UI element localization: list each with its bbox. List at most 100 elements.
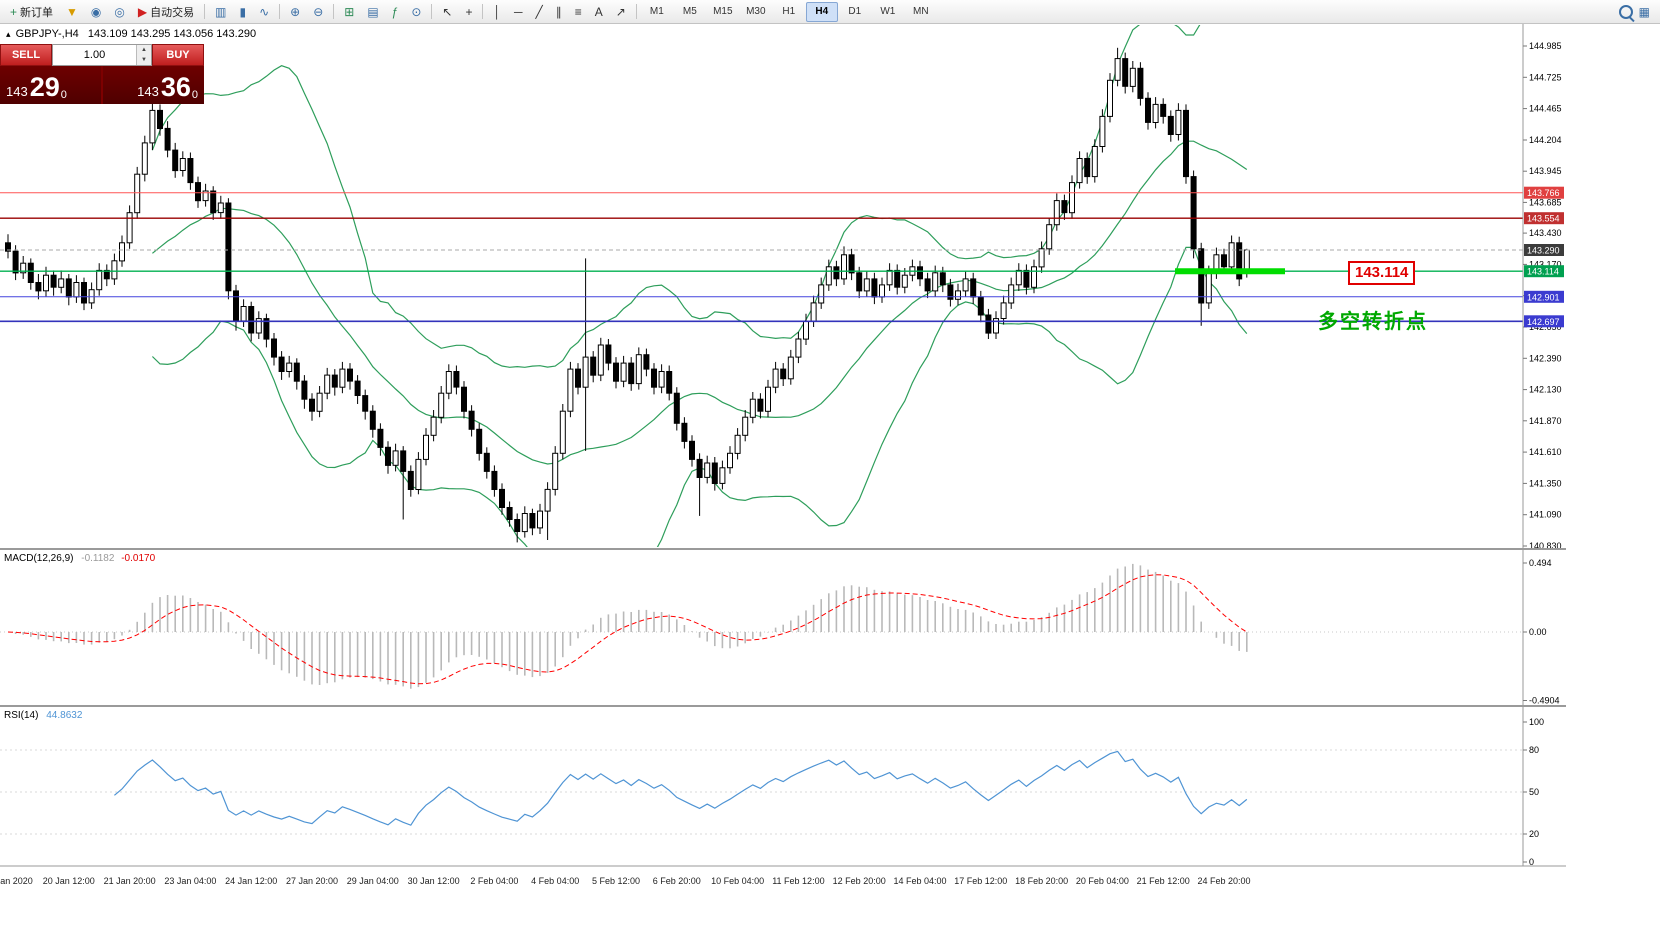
zoom-in-icon[interactable]: ⊕ [284, 1, 306, 23]
trendline-icon[interactable]: ╱ [530, 1, 549, 23]
macd-pane [0, 563, 1523, 689]
timeframe-button-w1[interactable]: W1 [880, 6, 896, 17]
svg-text:144.204: 144.204 [1529, 135, 1562, 145]
price-badge [1524, 315, 1564, 328]
bar-chart-icon: ▥ [215, 4, 227, 19]
price-badge [1524, 265, 1564, 278]
price-axis[interactable]: 144.985 144.725 144.465 144.204 143.945 143.6… [1522, 24, 1567, 866]
arrow-objects-icon: ↗ [615, 4, 626, 19]
volume-input[interactable] [53, 45, 136, 65]
bar-chart-icon[interactable]: ▥ [209, 1, 232, 23]
fibonacci-icon[interactable]: ≡ [569, 1, 588, 23]
arrow-objects-icon[interactable]: ↗ [610, 1, 632, 23]
crosshair-icon: + [465, 4, 473, 19]
svg-text:100: 100 [1529, 717, 1544, 727]
svg-text:142.697: 142.697 [1527, 317, 1560, 327]
file-export-icon: ▼ [66, 4, 78, 19]
timeframe-button-m5[interactable]: M5 [682, 6, 697, 17]
window-list-icon[interactable]: ▤ [361, 1, 384, 23]
svg-text:0: 0 [1529, 857, 1534, 867]
svg-text:143.945: 143.945 [1529, 166, 1562, 176]
price-badge [1524, 186, 1564, 199]
macd-name: MACD(12,26,9) [4, 553, 74, 564]
rsi-line [114, 750, 1248, 826]
text-label-icon: A [594, 4, 603, 19]
tile-windows-icon: ⊞ [344, 4, 355, 19]
timeframe-button-mn[interactable]: MN [913, 6, 929, 17]
timeframe-button-d1[interactable]: D1 [848, 6, 862, 17]
svg-text:142.130: 142.130 [1529, 385, 1562, 395]
window-list-icon: ▤ [367, 4, 379, 19]
sell-button[interactable]: SELL [0, 44, 52, 66]
bid-price[interactable]: 143 29 0 [0, 66, 101, 104]
market-watch-icon[interactable]: ◉ [85, 1, 107, 23]
svg-text:24 Feb 20:00: 24 Feb 20:00 [1197, 876, 1250, 886]
macd-main-value: -0.1182 [81, 553, 115, 564]
svg-text:11 Feb 12:00: 11 Feb 12:00 [772, 876, 824, 886]
timeframe-button-group: M1 M5 M15 M30 H1 H4 D1 W1 MN [641, 1, 937, 22]
price-badge [1524, 290, 1564, 303]
svg-text:30 Jan 12:00: 30 Jan 12:00 [408, 876, 460, 886]
tile-windows-icon[interactable]: ⊞ [338, 1, 360, 23]
svg-text:17 Feb 12:00: 17 Feb 12:00 [954, 876, 1007, 886]
candlestick-chart-icon: ▮ [239, 4, 247, 19]
toolbar-icon-group-left: ▼ ◉ ◎ [60, 1, 131, 23]
svg-text:2 Feb 04:00: 2 Feb 04:00 [470, 876, 518, 886]
autotrade-button[interactable]: ▶ 自动交易 [132, 1, 200, 23]
rsi-pane-separator[interactable] [0, 705, 1566, 707]
svg-text:143.430: 143.430 [1529, 228, 1562, 238]
timeframe-button-h1[interactable]: H1 [782, 6, 796, 17]
volume-down-icon[interactable]: ▼ [137, 55, 151, 65]
data-window-icon[interactable]: ▦ [1638, 4, 1650, 19]
timeframe-button-m15[interactable]: M15 [713, 6, 733, 17]
line-chart-icon[interactable]: ∿ [253, 1, 275, 23]
fibonacci-icon: ≡ [574, 4, 582, 19]
volume-up-icon[interactable]: ▲ [137, 45, 151, 55]
new-order-icon: + [10, 4, 18, 19]
timeframe-button-m1[interactable]: M1 [649, 6, 664, 17]
timeframe-button-m30[interactable]: M30 [746, 6, 766, 17]
toolbar-right-group: ▦ [1618, 4, 1656, 22]
price-callout-label[interactable]: 143.114 [1348, 261, 1416, 285]
candlestick-chart-icon[interactable]: ▮ [233, 1, 252, 23]
timeframe-button-h4[interactable]: H4 [805, 1, 838, 22]
horizontal-line-icon[interactable]: ─ [508, 1, 529, 23]
toolbar-separator [431, 4, 433, 19]
candlestick-series[interactable] [5, 47, 1250, 543]
toolbar-separator [333, 4, 335, 19]
crosshair-icon[interactable]: + [459, 1, 478, 23]
svg-text:23 Jan 04:00: 23 Jan 04:00 [164, 876, 216, 886]
autotrade-play-icon: ▶ [137, 4, 148, 19]
vertical-line-icon: │ [493, 4, 501, 19]
macd-label: MACD(12,26,9) -0.1182 -0.0170 [4, 553, 155, 564]
indicators-icon: ƒ [391, 4, 399, 19]
zoom-out-icon[interactable]: ⊖ [307, 1, 329, 23]
market-watch-icon: ◉ [90, 4, 102, 19]
search-icon[interactable] [1618, 4, 1635, 22]
svg-text:10 Feb 04:00: 10 Feb 04:00 [711, 876, 764, 886]
navigator-icon[interactable]: ◎ [108, 1, 130, 23]
channel-icon[interactable]: ∥ [550, 1, 568, 23]
toolbar-separator [204, 4, 206, 19]
chart-settings-icon[interactable]: ⊙ [405, 1, 427, 23]
svg-text:80: 80 [1529, 745, 1539, 755]
cursor-icon[interactable]: ↖ [436, 1, 458, 23]
new-order-button[interactable]: + 新订单 [4, 1, 59, 23]
horizontal-line-icon: ─ [513, 4, 523, 19]
buy-button[interactable]: BUY [152, 44, 204, 66]
svg-text:24 Jan 12:00: 24 Jan 12:00 [225, 876, 277, 886]
indicators-icon[interactable]: ƒ [386, 1, 405, 23]
line-chart-icon: ∿ [259, 4, 270, 19]
cursor-icon: ↖ [442, 4, 453, 19]
svg-text:20 Jan 12:00: 20 Jan 12:00 [43, 876, 95, 886]
rsi-name: RSI(14) [4, 710, 39, 721]
svg-text:141.870: 141.870 [1529, 416, 1562, 426]
ask-price[interactable]: 143 36 0 [103, 66, 204, 104]
vertical-line-icon[interactable]: │ [487, 1, 507, 23]
time-axis[interactable]: 17 Jan 2020 20 Jan 12:00 21 Jan 20:00 23 Ja… [0, 865, 1566, 886]
file-export-icon[interactable]: ▼ [60, 1, 84, 23]
svg-text:143.685: 143.685 [1529, 197, 1562, 207]
macd-pane-separator[interactable] [0, 548, 1566, 550]
text-label-icon[interactable]: A [589, 1, 609, 23]
